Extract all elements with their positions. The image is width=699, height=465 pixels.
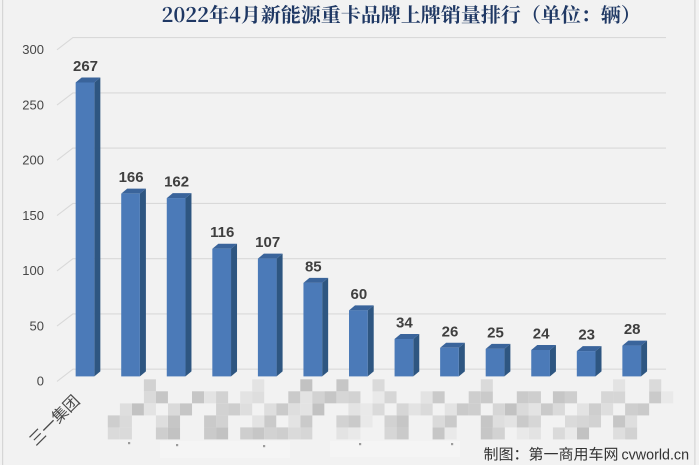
svg-text:200: 200 — [22, 153, 44, 168]
svg-text:cvworld.cn: cvworld.cn — [622, 448, 690, 464]
svg-text:267: 267 — [73, 58, 98, 75]
svg-text:60: 60 — [351, 286, 368, 303]
svg-text:50: 50 — [30, 318, 44, 333]
svg-text:34: 34 — [396, 315, 413, 332]
svg-text:26: 26 — [442, 323, 459, 340]
svg-text:250: 250 — [22, 97, 44, 112]
svg-text:0: 0 — [37, 374, 44, 389]
svg-text:85: 85 — [305, 258, 322, 275]
svg-text:300: 300 — [22, 42, 44, 57]
svg-text:28: 28 — [624, 321, 641, 338]
svg-text:116: 116 — [210, 224, 234, 241]
svg-text:24: 24 — [533, 326, 550, 343]
svg-text:23: 23 — [578, 327, 595, 344]
svg-text:100: 100 — [22, 263, 44, 278]
svg-text:25: 25 — [487, 324, 504, 341]
svg-text:150: 150 — [22, 208, 44, 223]
svg-text:166: 166 — [119, 169, 144, 186]
svg-text:107: 107 — [255, 234, 280, 251]
svg-text:162: 162 — [164, 174, 189, 191]
